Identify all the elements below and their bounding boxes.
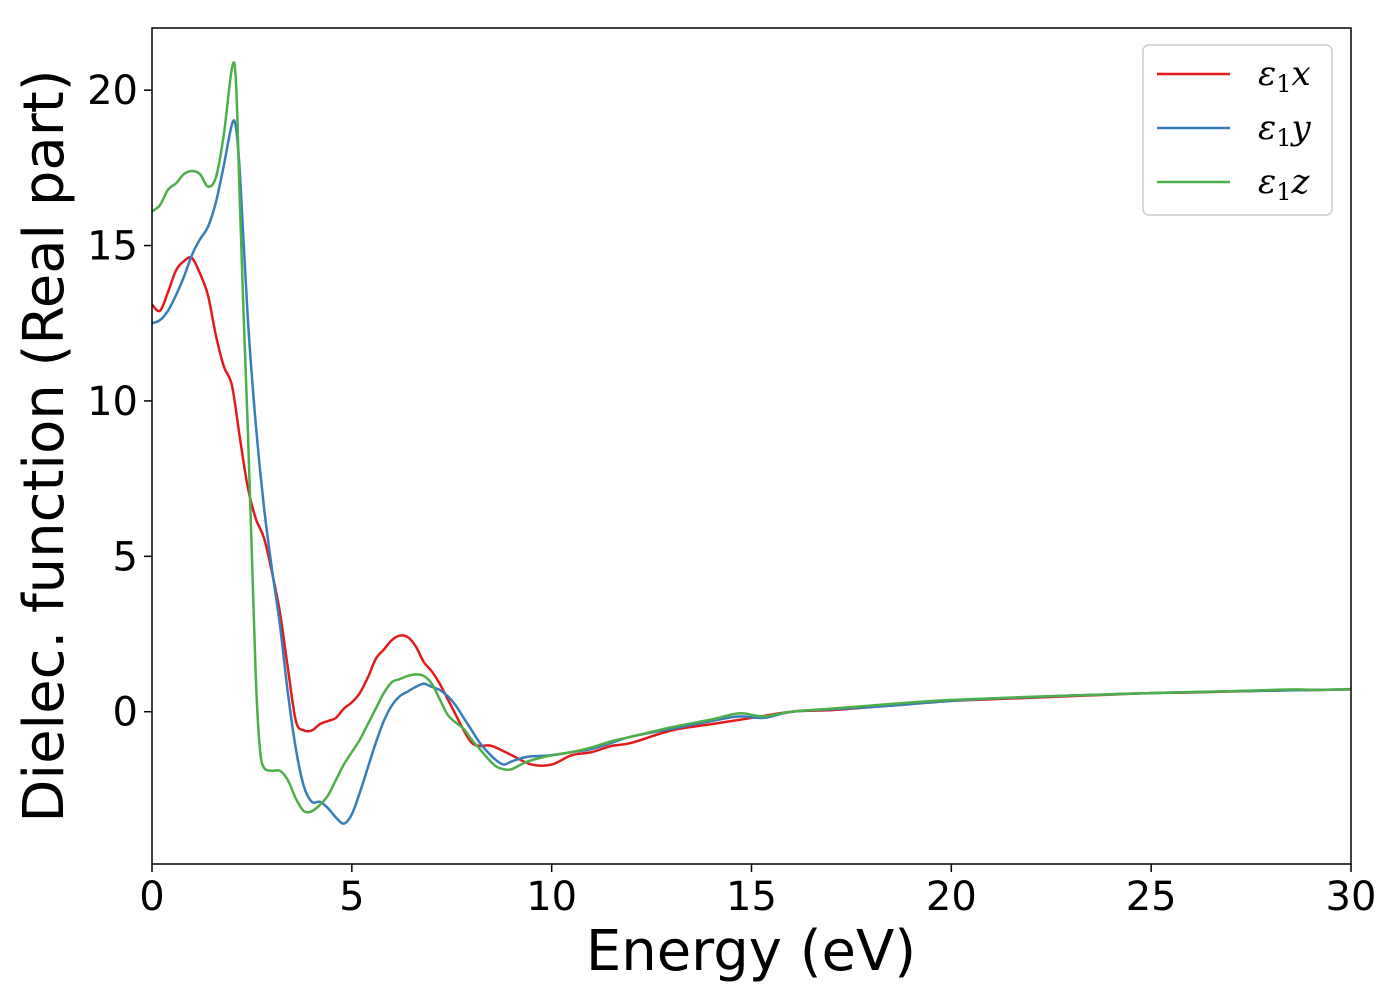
legend-label-y: ε1y — [1258, 108, 1312, 152]
x-tick-label: 10 — [526, 874, 577, 920]
x-tick-label: 0 — [139, 874, 164, 920]
x-tick-label: 20 — [926, 874, 977, 920]
x-tick-label: 30 — [1326, 874, 1377, 920]
series-line-z — [151, 61, 1352, 814]
y-tick-label: 5 — [113, 534, 138, 580]
y-axis-ticks: 0 5 10 15 20 — [87, 68, 152, 736]
x-tick-label: 25 — [1126, 874, 1177, 920]
series-layer — [151, 61, 1352, 825]
x-axis-ticks: 0 5 10 15 20 25 30 — [139, 864, 1376, 920]
y-tick-label: 10 — [87, 379, 138, 425]
legend-label-x: ε1x — [1258, 54, 1311, 98]
legend-frame — [1142, 44, 1333, 216]
x-tick-label: 15 — [726, 874, 777, 920]
y-tick-label: 15 — [87, 224, 138, 270]
x-axis-label: Energy (eV) — [586, 919, 916, 984]
y-tick-label: 20 — [87, 68, 138, 114]
legend: ε1x ε1y ε1z — [1142, 44, 1333, 216]
y-axis-label: Dielec. function (Real part) — [12, 69, 77, 822]
y-tick-label: 0 — [113, 690, 138, 736]
legend-label-z: ε1z — [1258, 162, 1311, 206]
x-tick-label: 5 — [339, 874, 364, 920]
